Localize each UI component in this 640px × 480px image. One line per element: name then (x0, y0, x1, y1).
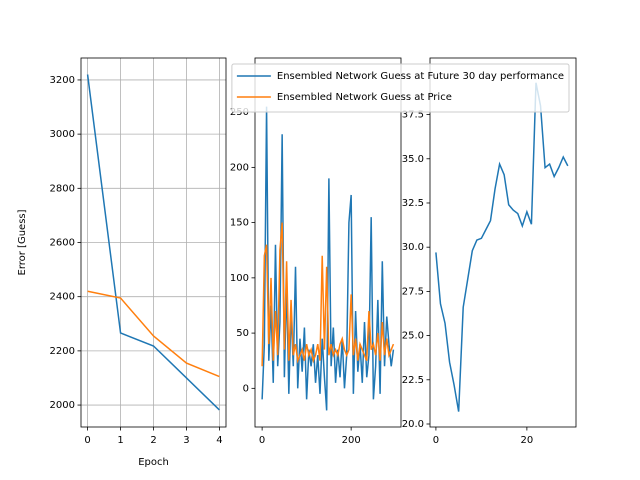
series-line (87, 290, 220, 378)
x-tick-label: 4 (216, 435, 222, 446)
axes: 0 20 20.0 22.5 25.0 27.5 30.0 32.5 35.0 37.5 (402, 57, 577, 446)
y-tick-label: 30.0 (402, 242, 424, 253)
y-tick-label: 200 (230, 162, 249, 173)
axes: 0 200 0 50 100 150 200 250 (230, 57, 402, 446)
x-tick-label: 1 (117, 435, 123, 446)
axes-frame (429, 57, 577, 428)
y-tick-label: 35.0 (402, 154, 424, 165)
x-tick-label: 200 (342, 435, 361, 446)
legend-label: Ensembled Network Guess at Future 30 day… (277, 71, 564, 82)
x-tick-label: 0 (259, 435, 265, 446)
y-tick-label: 100 (230, 273, 249, 284)
y-tick-label: 0 (243, 383, 249, 394)
y-tick-label: 20.0 (402, 419, 424, 430)
x-axis-label: Epoch (138, 457, 169, 468)
y-tick-label: 2800 (50, 183, 75, 194)
axes-frame (254, 57, 402, 428)
y-tick-label: 250 (230, 107, 249, 118)
y-tick-label: 2400 (50, 292, 75, 303)
y-tick-label: 3000 (50, 129, 75, 140)
y-tick-label: 3200 (50, 75, 75, 86)
y-tick-label: 32.5 (402, 198, 424, 209)
x-tick-label: 3 (183, 435, 189, 446)
legend: Ensembled Network Guess at Future 30 day… (231, 63, 570, 113)
y-tick-label: 2600 (50, 238, 75, 249)
x-tick-label: 20 (521, 435, 534, 446)
y-tick-label: 25.0 (402, 331, 424, 342)
axes-background (430, 58, 576, 427)
series-line (261, 222, 395, 367)
y-tick-label: 50 (236, 328, 249, 339)
y-tick-label: 150 (230, 218, 249, 229)
axes-frame (80, 57, 227, 428)
y-tick-label: 22.5 (402, 375, 424, 386)
x-tick-label: 0 (84, 435, 90, 446)
series-line (435, 82, 569, 412)
series-line (86, 74, 220, 411)
legend-frame (231, 63, 570, 113)
x-tick-label: 2 (150, 435, 156, 446)
y-tick-label: 2000 (50, 400, 75, 411)
y-tick-label: 2200 (50, 346, 75, 357)
x-tick-label: 0 (433, 435, 439, 446)
axes: 0 1 2 3 4 2000 2200 2400 2600 2800 3000 3200 Epoch Er… (17, 57, 227, 468)
y-tick-label: 37.5 (402, 110, 424, 121)
y-tick-label: 27.5 (402, 286, 424, 297)
y-axis-label: Error [Guess] (17, 209, 28, 275)
legend-label: Ensembled Network Guess at Price (277, 92, 452, 103)
